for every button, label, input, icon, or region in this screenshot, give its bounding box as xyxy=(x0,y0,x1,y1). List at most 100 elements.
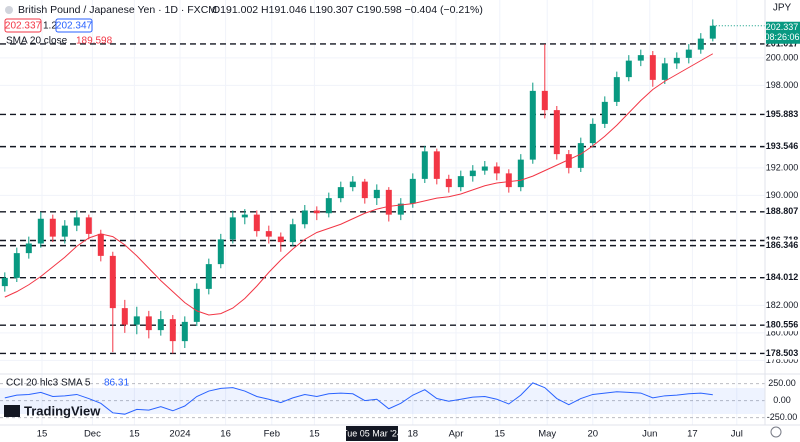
candle-body xyxy=(565,154,572,168)
candle-body xyxy=(457,176,464,188)
candle-body xyxy=(529,90,536,160)
x-tick-label: 15 xyxy=(129,429,140,440)
candle-body xyxy=(601,101,608,124)
candle-body xyxy=(313,210,320,214)
level-tag xyxy=(766,319,800,332)
candle-body xyxy=(709,25,716,39)
candle-body xyxy=(253,214,260,232)
candle-body xyxy=(13,253,20,278)
candle-body xyxy=(481,166,488,171)
y-tick-label: 192.000 xyxy=(766,162,799,172)
candle-body xyxy=(121,308,128,325)
cci-title: CCI 20 hlc3 SMA 5 xyxy=(6,378,91,389)
x-tick-label: 20 xyxy=(588,429,599,440)
level-label: 195.883 xyxy=(766,109,799,119)
level-label: 180.556 xyxy=(766,320,799,330)
x-tick-label: 17 xyxy=(687,429,698,440)
candle-body xyxy=(277,236,284,243)
sma-value: 189.598 xyxy=(76,36,113,47)
candle-body xyxy=(625,60,632,78)
x-tick-label: 18 xyxy=(408,429,419,440)
x-tick-label: 15 xyxy=(37,429,48,440)
candle-body xyxy=(325,198,332,214)
candle-body xyxy=(541,90,548,111)
candle-body xyxy=(421,151,428,179)
y-tick-label: 178.000 xyxy=(766,355,799,365)
candle-body xyxy=(25,243,32,254)
y-tick-label: 190.000 xyxy=(766,190,799,200)
y-tick-label: 180.000 xyxy=(766,327,799,337)
symbol-title: British Pound / Japanese Yen · 1D · FXCM xyxy=(18,4,217,16)
x-tick-label: May xyxy=(538,429,556,440)
candle-body xyxy=(241,214,248,218)
currency: JPY xyxy=(773,3,792,14)
candle-body xyxy=(1,277,8,287)
sell-price[interactable]: 202.337 xyxy=(5,21,42,32)
candle-body xyxy=(349,181,356,188)
candle-body xyxy=(517,159,524,188)
candle-body xyxy=(157,319,164,331)
candle-body xyxy=(193,288,200,322)
countdown: 08:26:06 xyxy=(764,32,799,42)
x-tick-label: 2024 xyxy=(169,429,190,440)
candle-body xyxy=(73,217,80,226)
candle-body xyxy=(373,189,380,199)
candle-body xyxy=(229,217,236,240)
x-tick-label: Jul xyxy=(731,429,743,440)
candle-body xyxy=(553,110,560,155)
candle-body xyxy=(469,170,476,177)
x-tick-label: 15 xyxy=(309,429,320,440)
candle-body xyxy=(697,38,704,50)
y-tick-label: 198.000 xyxy=(766,80,799,90)
level-tag xyxy=(766,239,800,252)
spread: 1.2 xyxy=(43,21,57,32)
candle-body xyxy=(409,178,416,204)
x-tick-label: 15 xyxy=(495,429,506,440)
cci-value: 86.31 xyxy=(104,378,129,389)
y-tick-label: 0.00 xyxy=(773,395,791,405)
level-label: 193.546 xyxy=(766,141,799,151)
cci-band xyxy=(0,388,765,414)
settings[interactable] xyxy=(770,426,782,438)
x-tick-label: Dec xyxy=(84,429,101,440)
candle-body xyxy=(169,319,176,342)
x-tick-label: Apr xyxy=(449,429,464,440)
sell-box[interactable] xyxy=(4,18,42,33)
crosshair-tag xyxy=(346,426,398,441)
candle-body xyxy=(649,55,656,80)
candle-body xyxy=(85,217,92,234)
candle-body xyxy=(301,210,308,225)
buy-price[interactable]: 202.347 xyxy=(56,21,93,32)
x-tick-label: 16 xyxy=(220,429,231,440)
candle-body xyxy=(661,63,668,80)
axis-layer: 178.000 180.000 182.000 190.000 192.000 198.0… xyxy=(6,21,800,441)
level-tag xyxy=(766,140,800,153)
level-label: 186.346 xyxy=(766,240,799,250)
level-label: 178.503 xyxy=(766,348,799,358)
candle-body xyxy=(37,218,44,244)
brand: TradingView xyxy=(24,403,101,418)
candle-body xyxy=(433,151,440,179)
buy-box[interactable] xyxy=(55,18,93,33)
y-tick-label: -250.00 xyxy=(767,412,798,422)
candle-body xyxy=(337,187,344,199)
y-tick-label: 200.000 xyxy=(766,52,799,62)
ohlc: O191.002 H191.046 L190.307 C190.598 −0.4… xyxy=(212,4,483,16)
candle-body xyxy=(97,233,104,256)
candle-body xyxy=(133,316,140,325)
candle-body xyxy=(61,225,68,237)
level-tag xyxy=(766,205,800,218)
candle-body xyxy=(361,181,368,199)
candle-body xyxy=(289,224,296,243)
candle-body xyxy=(685,49,692,58)
x-tick-label: Feb xyxy=(264,429,280,440)
sma-label: SMA 20 close xyxy=(6,36,68,47)
candle-body xyxy=(613,77,620,102)
candle-body xyxy=(109,255,116,309)
candle-body xyxy=(493,166,500,174)
candle-body xyxy=(673,57,680,64)
y-tick-label: 182.000 xyxy=(766,300,799,310)
plot-layer xyxy=(0,19,765,415)
candle-body xyxy=(265,231,272,237)
